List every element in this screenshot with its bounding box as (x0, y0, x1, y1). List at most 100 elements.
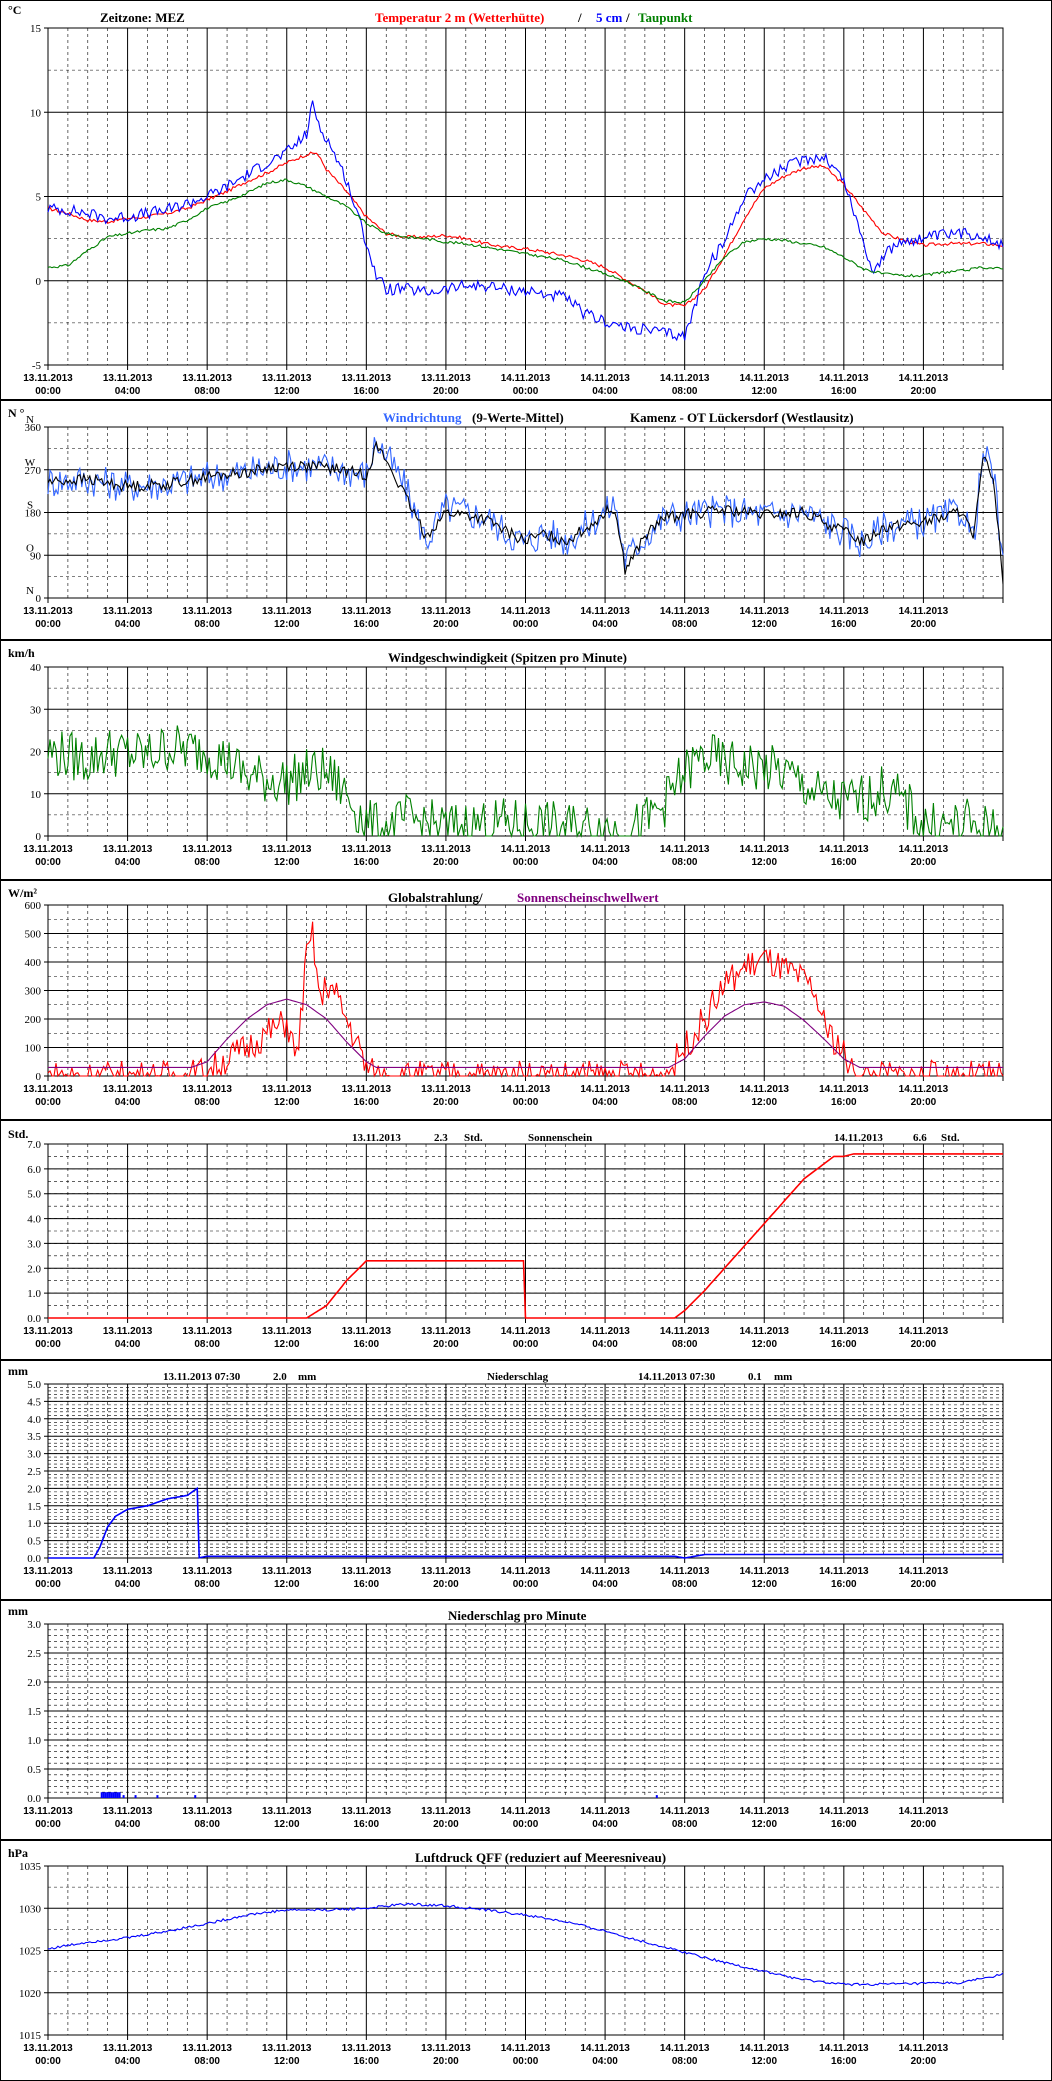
x-tick-time: 20:00 (911, 619, 937, 630)
chart-header-text: Std. (464, 1132, 483, 1144)
x-tick-date: 14.11.2013 (580, 1566, 630, 1577)
y-tick-label: 0.5 (27, 1536, 41, 1548)
x-tick-date: 13.11.2013 (421, 1326, 471, 1337)
plot-area (47, 426, 1004, 599)
x-tick-date: 13.11.2013 (103, 1084, 153, 1095)
x-tick-time: 04:00 (115, 2056, 141, 2067)
y-tick-label: 2.0 (27, 1483, 41, 1495)
x-tick-time: 16:00 (831, 857, 857, 868)
chart-header-text: 2.0 (273, 1371, 287, 1383)
compass-label: S (27, 500, 33, 512)
x-tick-date: 13.11.2013 (342, 2043, 392, 2054)
x-tick-date: 14.11.2013 (501, 2043, 551, 2054)
y-tick-label: 2.5 (27, 1648, 41, 1660)
y-unit-label: hPa (8, 1846, 28, 1860)
x-tick-time: 04:00 (115, 857, 141, 868)
x-tick-time: 04:00 (115, 1579, 141, 1590)
x-tick-date: 13.11.2013 (23, 1326, 73, 1337)
x-tick-time: 12:00 (274, 1339, 300, 1350)
y-tick-label: 600 (25, 900, 42, 912)
x-tick-date: 13.11.2013 (262, 844, 312, 855)
x-tick-date: 14.11.2013 (580, 1806, 630, 1817)
x-tick-date: 13.11.2013 (262, 1566, 312, 1577)
y-tick-label: -5 (32, 360, 42, 372)
x-tick-time: 04:00 (592, 2056, 618, 2067)
x-tick-date: 13.11.2013 (262, 2043, 312, 2054)
x-tick-time: 16:00 (354, 2056, 380, 2067)
x-tick-time: 12:00 (274, 1819, 300, 1830)
series-line (47, 151, 1003, 308)
chart-panel-wind_speed: 0 10 20 30 40 km/h Windgeschwindigkeit (Spitze… (0, 640, 1052, 880)
x-tick-date: 14.11.2013 (899, 1566, 949, 1577)
x-tick-date: 14.11.2013 (580, 1084, 630, 1095)
x-tick-time: 16:00 (354, 1097, 380, 1108)
x-tick-date: 13.11.2013 (262, 1084, 312, 1095)
x-tick-time: 20:00 (911, 857, 937, 868)
x-tick-time: 12:00 (751, 386, 777, 397)
x-tick-date: 14.11.2013 (740, 844, 790, 855)
x-tick-date: 14.11.2013 (899, 373, 949, 384)
x-tick-time: 20:00 (911, 1579, 937, 1590)
x-tick-time: 08:00 (672, 1819, 698, 1830)
y-tick-label: 40 (30, 662, 42, 674)
y-tick-label: 1.5 (27, 1501, 41, 1513)
y-tick-label: 1015 (19, 2030, 42, 2042)
x-tick-date: 13.11.2013 (182, 606, 232, 617)
x-tick-date: 13.11.2013 (103, 1326, 153, 1337)
y-tick-label: 0.5 (27, 1764, 41, 1776)
x-tick-date: 13.11.2013 (103, 373, 153, 384)
x-tick-date: 13.11.2013 (421, 2043, 471, 2054)
series-line (47, 178, 1004, 304)
x-tick-time: 16:00 (831, 2056, 857, 2067)
x-tick-time: 16:00 (354, 1339, 380, 1350)
x-tick-date: 13.11.2013 (23, 1806, 73, 1817)
x-tick-time: 00:00 (35, 619, 61, 630)
x-tick-date: 13.11.2013 (103, 606, 153, 617)
series-line (47, 1902, 1004, 1987)
y-tick-label: 0 (36, 1071, 42, 1083)
x-tick-time: 12:00 (751, 1097, 777, 1108)
y-tick-label: 1.5 (27, 1706, 41, 1718)
chart-panel-precipitation_per_minute: 0.0 0.5 1.0 1.5 2.0 2.5 3.0mm Niederschlag pro … (0, 1600, 1052, 1840)
precip-bar (116, 1792, 119, 1798)
x-tick-date: 13.11.2013 (421, 1806, 471, 1817)
x-tick-date: 13.11.2013 (342, 1326, 392, 1337)
x-tick-time: 00:00 (513, 1579, 539, 1590)
x-tick-date: 13.11.2013 (182, 1566, 232, 1577)
x-tick-time: 12:00 (274, 857, 300, 868)
x-tick-time: 12:00 (274, 386, 300, 397)
x-tick-time: 00:00 (35, 1097, 61, 1108)
x-tick-time: 16:00 (354, 1819, 380, 1830)
compass-label: O (26, 542, 34, 554)
chart-header-text: Windrichtung (383, 410, 462, 425)
x-tick-date: 14.11.2013 (899, 606, 949, 617)
precip-bar (655, 1795, 658, 1798)
y-tick-label: 1020 (19, 1988, 42, 2000)
x-tick-date: 14.11.2013 (660, 1084, 710, 1095)
x-tick-time: 12:00 (751, 1579, 777, 1590)
chart-header-text: Taupunkt (638, 10, 693, 25)
y-unit-label: W/m² (8, 886, 37, 900)
y-tick-label: 270 (25, 465, 42, 477)
x-tick-date: 14.11.2013 (660, 606, 710, 617)
chart-header-text: Sonnenschein (528, 1132, 592, 1144)
x-tick-date: 14.11.2013 (580, 2043, 630, 2054)
x-tick-time: 00:00 (35, 1339, 61, 1350)
x-tick-date: 13.11.2013 (182, 1326, 232, 1337)
x-tick-date: 13.11.2013 (342, 1084, 392, 1095)
y-tick-label: 360 (25, 422, 42, 434)
x-tick-time: 12:00 (274, 619, 300, 630)
x-tick-time: 08:00 (194, 857, 220, 868)
x-tick-time: 16:00 (831, 1097, 857, 1108)
x-tick-date: 13.11.2013 (103, 1566, 153, 1577)
x-tick-time: 00:00 (35, 2056, 61, 2067)
x-tick-time: 16:00 (831, 1819, 857, 1830)
x-tick-date: 13.11.2013 (182, 1806, 232, 1817)
x-tick-date: 14.11.2013 (660, 1806, 710, 1817)
x-tick-date: 14.11.2013 (580, 844, 630, 855)
y-tick-label: 100 (25, 1043, 42, 1055)
y-tick-label: 3.0 (27, 1619, 41, 1631)
y-tick-label: 0 (36, 831, 42, 843)
x-tick-date: 14.11.2013 (899, 1084, 949, 1095)
x-tick-date: 14.11.2013 (501, 606, 551, 617)
